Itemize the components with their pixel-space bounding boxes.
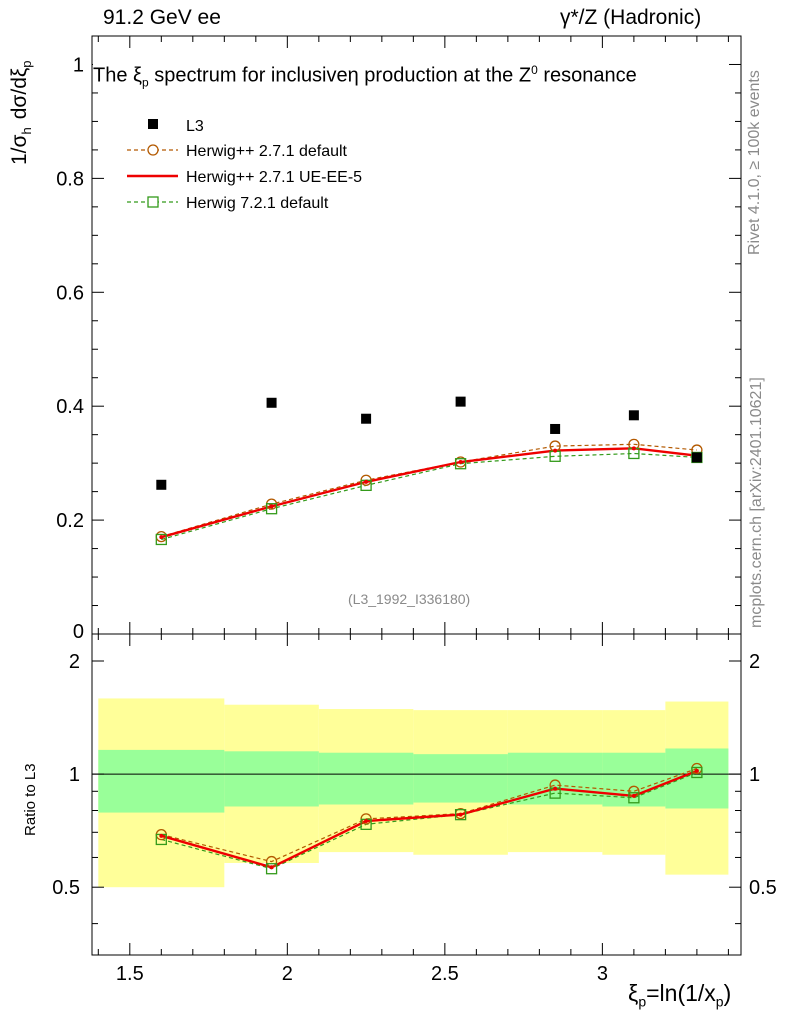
ratio-frame [91,633,742,956]
legend-herwigpp-ueee5-label: Herwig++ 2.7.1 UE-EE-5 [186,169,362,186]
ratio-herwig7-default-point [691,766,703,779]
ratio-band-inner [602,752,666,807]
ratio-herwigpp-ueee5-point [364,819,369,824]
legend-herwigpp-default-marker [147,144,159,156]
herwigpp-ueee5-line [160,447,698,539]
xlabel-b: p [638,993,647,1010]
mcplots-label: mcplots.cern.ch [arXiv:2401.10621] [748,377,765,628]
x-tick-label: 2.5 [431,963,459,985]
xlabel-e: ) [723,980,732,1006]
legend-l3-label: L3 [186,118,204,135]
herwig7-default-line [161,452,697,541]
x-tick-label: 3 [597,963,608,985]
ratio-herwig7-default-point [628,792,640,804]
ratio-y-tick-label: 2 [69,651,80,673]
process-label: γ*/Z (Hadronic) [560,6,701,30]
herwigpp-ueee5-point [159,535,164,540]
ratio-band-inner [507,752,603,805]
ylabel-b: h [19,127,35,135]
title-post: resonance [537,64,637,87]
ratio-y-tick-label-right: 2 [749,651,760,673]
ratio-y-axis-label: Ratio to L3 [22,763,39,836]
x-axis-label: ξp=ln(1/xp) [628,980,731,1010]
y-tick-label: 0.2 [56,510,84,532]
legend-herwig7-default-label: Herwig 7.2.1 default [186,195,329,212]
x-tick-label: 2 [282,963,293,985]
title-sub: p [141,75,149,90]
l3-data-point [266,397,277,408]
ratio-herwigpp-ueee5-point [631,793,636,798]
xlabel-a: ξ [628,980,639,1006]
chart-title: The ξp spectrum for inclusiveη productio… [93,63,637,90]
legend-herwig7-default-marker [147,196,159,208]
title-pre: The ξ [93,64,142,87]
process-rest: */Z (Hadronic) [570,6,702,29]
herwig7-default-point [265,503,278,515]
ratio-herwigpp-ueee5-point [694,768,699,773]
rivet-version-label: Rivet 4.1.0, ≥ 100k events [746,70,763,255]
ratio-y-tick-label: 1 [69,764,80,786]
l3-data-point [156,479,167,490]
y-tick-label: 0.4 [56,396,84,418]
herwigpp-ueee5-point [631,446,636,451]
ratio-band-inner [413,754,508,803]
ratio-y-tick-label-right: 0.5 [749,877,777,899]
l3-data-point [691,452,702,463]
process-gamma: γ [560,6,571,29]
y-tick-label: 1 [73,54,84,76]
title-sup: 0 [531,63,538,77]
legend-herwigpp-default-label: Herwig++ 2.7.1 default [186,143,348,160]
l3-data-point [455,396,466,407]
y-tick-label: 0.6 [56,282,84,304]
xlabel-d: p [715,993,724,1010]
y-tick-label: 0.8 [56,168,84,190]
herwig7-default-point [454,458,467,470]
ratio-herwigpp-ueee5-point [458,812,463,817]
herwigpp-ueee5-point [269,504,274,509]
l3-data-point [628,410,639,421]
ylabel-d: p [19,60,35,68]
herwigpp-ueee5-point [364,479,369,484]
ratio-herwigpp-ueee5-point [553,786,558,791]
analysis-watermark: (L3_1992_I336180) [348,591,471,607]
ylabel-a: 1/σ [8,134,31,165]
legend-l3-marker [148,119,158,129]
ratio-y-tick-label: 0.5 [52,877,80,899]
ratio-band-inner [224,751,319,807]
ratio-band-inner [318,752,414,805]
ratio-band-inner [98,749,225,813]
l3-data-point [550,423,561,434]
x-tick-label: 1.5 [116,963,144,985]
herwigpp-ueee5-point [553,448,558,453]
ylabel-c: dσ/dξ [8,67,31,120]
ratio-y-tick-label-right: 1 [749,764,760,786]
xlabel-c: =ln(1/x [646,980,716,1006]
herwigpp-ueee5-point [458,460,463,465]
ratio-herwigpp-ueee5-point [269,865,274,870]
ratio-herwigpp-ueee5-point [159,833,164,838]
ratio-herwig7-default-point [454,808,467,821]
title-mid: spectrum for inclusiveη production at th… [148,64,532,87]
herwigpp-default-line [161,443,697,538]
energy-label: 91.2 GeV ee [103,6,221,29]
y-tick-label: 0 [73,621,84,643]
herwig7-default-point [155,533,167,546]
y-axis-label: 1/σh dσ/dξp [8,60,34,165]
l3-data-point [361,413,372,424]
ratio-herwig7-default-point [265,863,278,875]
